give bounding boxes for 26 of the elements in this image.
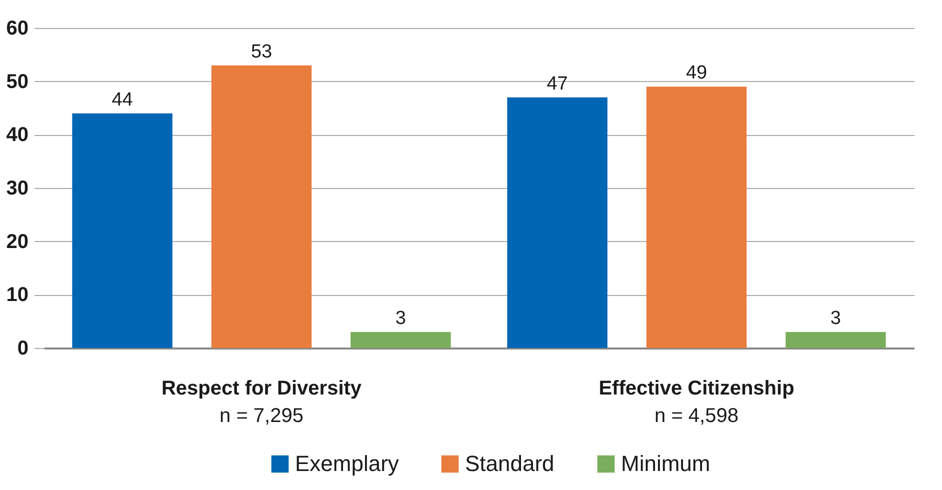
data-label: 3 [830,308,841,329]
y-tick-label: 30 [6,178,28,200]
y-tick-label: 0 [17,338,28,360]
data-label: 53 [250,41,272,62]
bar [646,86,747,348]
y-tick-label: 50 [6,70,28,93]
bar [786,332,886,348]
y-tick-label: 10 [6,284,28,306]
y-tick-label: 20 [6,230,28,253]
text: n = 7,295 [220,405,304,427]
legend-label: Standard [465,451,554,476]
data-label: 3 [395,308,406,329]
y-tick-label: 60 [6,18,28,40]
bar [350,332,451,348]
legend-label: Exemplary [295,451,399,476]
legend-label: Minimum [621,451,710,476]
x-tick-label: Respect for Diversity [161,378,362,400]
data-label: 44 [112,89,134,110]
data-label: 47 [546,73,568,94]
bar [72,113,172,348]
text: n = 4,598 [654,405,738,427]
bar [507,97,608,348]
x-tick-label: Effective Citizenship [598,378,794,400]
data-label: 49 [686,62,708,84]
bar [211,65,312,348]
y-tick-label: 40 [6,124,28,146]
